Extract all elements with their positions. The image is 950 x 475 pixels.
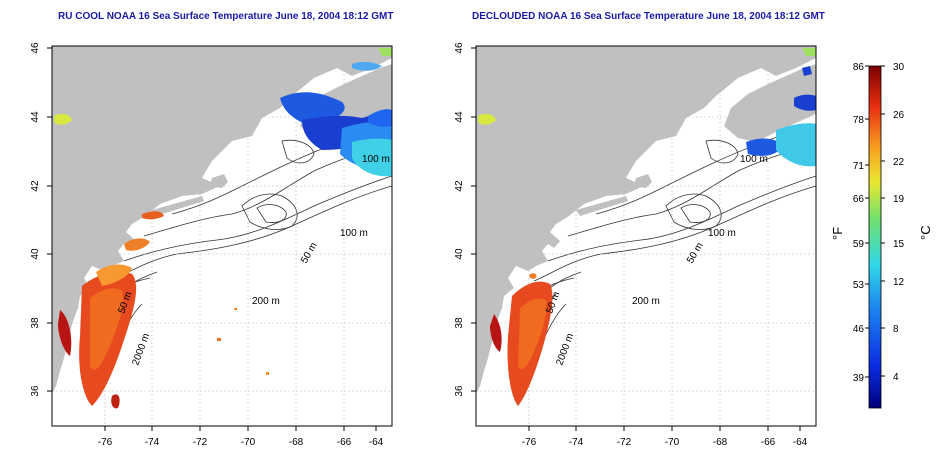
- left-lon-tick-label: -66: [337, 437, 352, 448]
- left-lat-tick-label: 46: [30, 42, 41, 54]
- left-map-title: RU COOL NOAA 16 Sea Surface Temperature …: [58, 11, 394, 22]
- right-sst-warm-patch: [490, 273, 553, 406]
- right-lat-tick-label: 40: [454, 248, 465, 260]
- right-sst-map: [475, 45, 817, 427]
- right-lat-tick-label: 38: [454, 317, 465, 329]
- left-contour-label: 200 m: [252, 296, 280, 307]
- left-lon-tick-label: -72: [193, 437, 208, 448]
- right-lon-tick-label: -76: [522, 437, 537, 448]
- right-contour-label: 200 m: [632, 296, 660, 307]
- right-lon-tick-label: -66: [761, 437, 776, 448]
- left-sst-cold-patch: [54, 48, 392, 177]
- right-lat-tick-label: 46: [454, 42, 465, 54]
- left-lon-tick-label: -64: [369, 437, 384, 448]
- left-lon-tick-label: -74: [145, 437, 160, 448]
- celsius-unit-label: °C: [918, 225, 933, 240]
- colorbar-fahrenheit-tick: 46: [853, 324, 865, 335]
- left-lat-tick-label: 36: [30, 385, 41, 397]
- colorbar-fahrenheit-tick: 59: [853, 239, 865, 250]
- left-lon-tick-label: -68: [289, 437, 304, 448]
- colorbar-fahrenheit-tick: 78: [853, 115, 865, 126]
- colorbar-celsius-tick: 26: [893, 110, 905, 121]
- colorbar-celsius-tick: 30: [893, 62, 905, 73]
- left-lon-tick-label: -70: [241, 437, 256, 448]
- colorbar-celsius-tick: 12: [893, 277, 905, 288]
- left-sst-warm-patch: [58, 211, 164, 409]
- colorbar-fahrenheit-tick: 39: [853, 373, 865, 384]
- right-contour-label: 100 m: [740, 154, 768, 165]
- left-lon-tick-label: -76: [98, 437, 113, 448]
- colorbar-celsius-tick: 8: [893, 324, 899, 335]
- right-map-title: DECLOUDED NOAA 16 Sea Surface Temperatur…: [472, 11, 825, 22]
- right-lon-tick-label: -74: [569, 437, 584, 448]
- left-sst-map: [51, 45, 393, 427]
- left-lat-tick-label: 44: [30, 111, 41, 123]
- left-lat-tick-label: 38: [30, 317, 41, 329]
- right-lon-tick-label: -68: [713, 437, 728, 448]
- right-sst-cold-patch: [478, 48, 816, 167]
- colorbar-celsius-tick: 4: [893, 372, 899, 383]
- colorbar-fahrenheit-tick: 66: [853, 194, 865, 205]
- right-lon-tick-label: -64: [793, 437, 808, 448]
- colorbar-fahrenheit-tick: 86: [853, 62, 865, 73]
- left-contour-label: 100 m: [340, 228, 368, 239]
- left-lat-tick-label: 42: [30, 180, 41, 192]
- colorbar-celsius-tick: 15: [893, 239, 905, 250]
- colorbar-fahrenheit-tick: 53: [853, 280, 865, 291]
- colorbar: [868, 65, 882, 409]
- colorbar-celsius-tick: 22: [893, 157, 905, 168]
- colorbar-celsius-tick: 19: [893, 194, 905, 205]
- right-lon-tick-label: -72: [617, 437, 632, 448]
- left-lat-tick-label: 40: [30, 248, 41, 260]
- right-lon-tick-label: -70: [665, 437, 680, 448]
- right-map-frame: [475, 45, 817, 427]
- right-lat-tick-label: 44: [454, 111, 465, 123]
- left-contour-label: 100 m: [362, 154, 390, 165]
- left-map-frame: [51, 45, 393, 427]
- right-lat-tick-label: 42: [454, 180, 465, 192]
- colorbar-fahrenheit-tick: 71: [853, 161, 865, 172]
- right-lat-tick-label: 36: [454, 385, 465, 397]
- fahrenheit-unit-label: °F: [830, 227, 845, 240]
- right-contour-label: 100 m: [708, 228, 736, 239]
